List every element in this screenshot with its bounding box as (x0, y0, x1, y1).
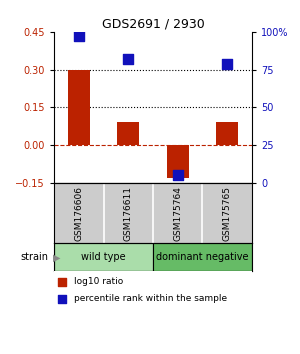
Point (76, 34, 81, 39)
Bar (54, 243, 153, 271)
Bar (117, 122, 140, 145)
Point (59, 296, 64, 302)
Title: GDS2691 / 2930: GDS2691 / 2930 (102, 18, 204, 31)
Bar (216, 122, 239, 145)
Bar (68, 70, 90, 145)
Text: GSM175765: GSM175765 (223, 185, 232, 241)
Bar (153, 243, 252, 271)
Text: GSM176606: GSM176606 (74, 185, 83, 241)
Point (225, 61, 230, 67)
Point (126, 56, 131, 62)
Point (175, 172, 180, 178)
Text: GSM175764: GSM175764 (173, 185, 182, 240)
Point (59, 279, 64, 284)
Text: ▶: ▶ (53, 252, 61, 262)
Text: log10 ratio: log10 ratio (74, 277, 123, 286)
Text: strain: strain (20, 252, 48, 262)
Text: wild type: wild type (81, 252, 126, 262)
Text: percentile rank within the sample: percentile rank within the sample (74, 294, 227, 303)
Text: dominant negative: dominant negative (156, 252, 249, 262)
Bar (167, 145, 189, 178)
Text: GSM176611: GSM176611 (124, 185, 133, 241)
